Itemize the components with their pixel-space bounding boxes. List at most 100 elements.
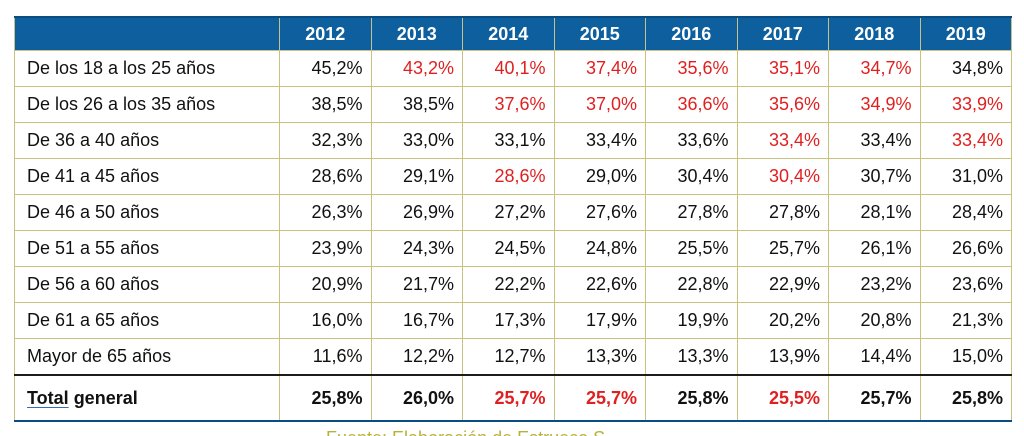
row-label: De los 26 a los 35 años [14,86,280,123]
data-cell: 40,1% [462,50,555,87]
data-cell: 20,8% [828,302,921,339]
total-cell: 25,8% [919,374,1012,422]
data-cell: 24,8% [553,230,646,267]
data-cell: 33,0% [370,122,463,159]
data-cell: 21,7% [370,266,463,303]
data-cell: 13,3% [553,338,646,376]
total-cell: 25,7% [462,374,555,422]
total-label-word: Total [27,387,69,408]
column-header-2012: 2012 [279,16,372,51]
source-note: Fuente: Elaboración de Estrueco S... [326,428,620,436]
data-cell: 30,7% [828,158,921,195]
data-cell: 35,1% [736,50,829,87]
age-percentage-table: 2012 2013 2014 2015 2016 2017 2018 2019 De los … [14,16,1012,422]
total-row: Total general 25,8% 26,0% 25,7% 25,7% 25,8% 25… [14,374,1012,422]
data-cell: 22,6% [553,266,646,303]
data-cell: 43,2% [370,50,463,87]
row-label: De 51 a 55 años [14,230,280,267]
table-row: De 51 a 55 años 23,9% 24,3% 24,5% 24,8% 25,5%… [14,230,1012,267]
data-cell: 33,9% [919,86,1012,123]
data-cell: 23,6% [919,266,1012,303]
data-cell: 12,7% [462,338,555,376]
table-row: Mayor de 65 años 11,6% 12,2% 12,7% 13,3% 13,3… [14,338,1012,376]
data-cell: 14,4% [828,338,921,376]
data-cell: 19,9% [645,302,738,339]
column-header-2014: 2014 [462,16,555,51]
row-label: De 61 a 65 años [14,302,280,339]
data-cell: 27,6% [553,194,646,231]
total-cell: 25,7% [553,374,646,422]
data-cell: 36,6% [645,86,738,123]
data-cell: 16,0% [279,302,372,339]
data-cell: 28,6% [462,158,555,195]
row-label: De 36 a 40 años [14,122,280,159]
data-cell: 35,6% [645,50,738,87]
data-cell: 33,4% [828,122,921,159]
data-cell: 33,4% [736,122,829,159]
data-cell: 22,9% [736,266,829,303]
table-row: De 36 a 40 años 32,3% 33,0% 33,1% 33,4% 33,6%… [14,122,1012,159]
data-cell: 13,3% [645,338,738,376]
total-cell: 25,5% [736,374,829,422]
data-cell: 29,0% [553,158,646,195]
column-header-2017: 2017 [736,16,829,51]
data-cell: 33,4% [919,122,1012,159]
data-cell: 37,4% [553,50,646,87]
row-label: Mayor de 65 años [14,338,280,376]
table-row: De 41 a 45 años 28,6% 29,1% 28,6% 29,0% 30,4%… [14,158,1012,195]
data-cell: 30,4% [736,158,829,195]
data-cell: 20,9% [279,266,372,303]
data-cell: 33,1% [462,122,555,159]
data-cell: 29,1% [370,158,463,195]
data-cell: 13,9% [736,338,829,376]
data-cell: 27,8% [736,194,829,231]
total-cell: 25,8% [279,374,372,422]
data-cell: 30,4% [645,158,738,195]
column-header-2019: 2019 [919,16,1012,51]
table-row: De 46 a 50 años 26,3% 26,9% 27,2% 27,6% 27,8%… [14,194,1012,231]
data-cell: 23,2% [828,266,921,303]
data-cell: 27,2% [462,194,555,231]
row-label: De los 18 a los 25 años [14,50,280,87]
table-row: De los 18 a los 25 años 45,2% 43,2% 40,1% 37… [14,50,1012,87]
table-body: De los 18 a los 25 años 45,2% 43,2% 40,1% 37… [14,50,1012,422]
data-cell: 38,5% [279,86,372,123]
column-header-2016: 2016 [645,16,738,51]
table-row: De 61 a 65 años 16,0% 16,7% 17,3% 17,9% 19,9%… [14,302,1012,339]
data-cell: 45,2% [279,50,372,87]
data-cell: 26,3% [279,194,372,231]
data-cell: 26,6% [919,230,1012,267]
data-cell: 34,9% [828,86,921,123]
data-cell: 22,8% [645,266,738,303]
total-cell: 25,8% [645,374,738,422]
row-label: De 41 a 45 años [14,158,280,195]
table-row: De 56 a 60 años 20,9% 21,7% 22,2% 22,6% 22,8%… [14,266,1012,303]
header-row: 2012 2013 2014 2015 2016 2017 2018 2019 [14,16,1012,51]
data-cell: 37,6% [462,86,555,123]
data-cell: 34,8% [919,50,1012,87]
data-cell: 15,0% [919,338,1012,376]
data-cell: 28,4% [919,194,1012,231]
data-cell: 26,1% [828,230,921,267]
data-cell: 34,7% [828,50,921,87]
data-cell: 21,3% [919,302,1012,339]
data-cell: 28,1% [828,194,921,231]
data-cell: 25,7% [736,230,829,267]
data-cell: 23,9% [279,230,372,267]
data-cell: 33,4% [553,122,646,159]
data-cell: 17,9% [553,302,646,339]
header-corner-cell [14,16,280,51]
row-label: De 46 a 50 años [14,194,280,231]
total-cell: 26,0% [370,374,463,422]
row-label: De 56 a 60 años [14,266,280,303]
column-header-2018: 2018 [828,16,921,51]
data-cell: 22,2% [462,266,555,303]
column-header-2015: 2015 [553,16,646,51]
column-header-2013: 2013 [370,16,463,51]
data-cell: 24,5% [462,230,555,267]
data-cell: 38,5% [370,86,463,123]
data-cell: 11,6% [279,338,372,376]
data-cell: 16,7% [370,302,463,339]
total-row-label: Total general [14,374,280,422]
